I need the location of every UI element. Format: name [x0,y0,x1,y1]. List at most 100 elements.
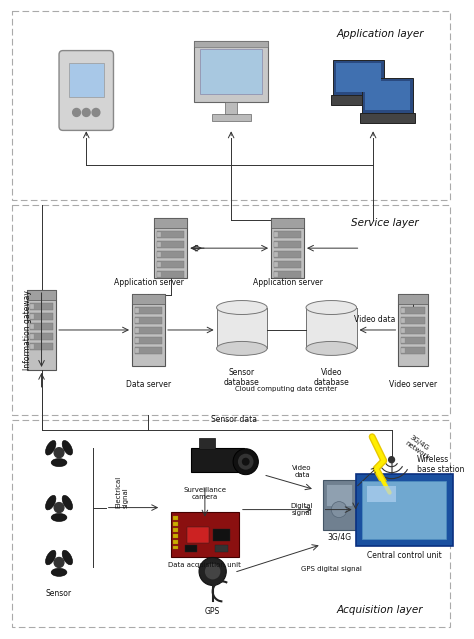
Bar [367,486,396,502]
Bar [30,304,34,309]
Text: Digital
signal: Digital signal [291,503,313,516]
Circle shape [54,503,64,512]
Bar [213,528,230,541]
Bar [30,303,53,310]
Ellipse shape [51,513,67,521]
Bar [401,348,405,353]
Circle shape [82,109,90,116]
Ellipse shape [306,300,356,314]
Bar [157,231,184,238]
Bar [157,242,161,247]
Bar [360,114,415,123]
Text: Video server: Video server [389,380,437,389]
Bar [157,261,184,268]
Bar [274,272,278,277]
Ellipse shape [46,440,56,455]
Bar [274,232,278,237]
Bar [155,219,187,278]
Bar [30,313,53,320]
Bar [356,473,453,546]
Bar [135,348,139,353]
Circle shape [233,449,258,475]
Ellipse shape [46,550,56,565]
Ellipse shape [51,568,67,576]
Bar [135,308,139,313]
Bar [132,294,165,366]
Bar [135,338,139,343]
Bar [135,347,162,354]
Ellipse shape [62,550,73,565]
Text: Wireless
base station: Wireless base station [417,455,464,474]
Bar [12,420,450,627]
Bar [274,231,301,238]
Text: Sensor data: Sensor data [211,415,257,424]
Circle shape [199,557,226,585]
Bar [157,252,161,257]
Text: 3G/4G
network: 3G/4G network [404,435,435,461]
Bar [401,347,425,354]
Text: GPS: GPS [205,608,220,617]
Circle shape [92,109,100,116]
Bar [173,528,178,532]
Bar [274,271,301,278]
Text: Service layer: Service layer [351,219,419,228]
Bar [187,527,209,543]
Bar [30,344,34,349]
Bar [12,205,450,415]
Bar [274,241,301,248]
Text: Cloud computing data center: Cloud computing data center [236,386,337,392]
Bar [271,219,304,278]
Bar [401,337,425,344]
Text: Video
data: Video data [292,465,312,478]
Bar [225,102,237,114]
Text: Information gateway: Information gateway [23,290,32,370]
Text: Surveillance
camera: Surveillance camera [183,487,227,500]
Bar [401,318,405,323]
Bar [215,544,228,553]
Circle shape [205,564,220,580]
Bar [274,262,278,267]
Bar [199,438,215,449]
Bar [157,262,161,267]
Bar [274,261,301,268]
Bar [398,294,428,304]
Bar [173,534,178,537]
Ellipse shape [306,341,356,355]
Circle shape [73,109,81,116]
Bar [327,484,352,506]
Text: Video
database: Video database [313,368,349,387]
Ellipse shape [217,341,267,355]
Bar [155,219,187,228]
Text: Video data: Video data [355,316,396,325]
Ellipse shape [62,495,73,510]
Bar [157,272,161,277]
Bar [135,318,139,323]
Bar [30,314,34,319]
Circle shape [238,454,254,470]
Bar [30,343,53,350]
Ellipse shape [46,495,56,510]
Text: Application layer: Application layer [336,29,424,38]
Bar [135,328,139,333]
Circle shape [54,448,64,458]
Text: Electrical
signal: Electrical signal [116,475,128,508]
Bar [365,81,410,111]
Bar [217,307,267,348]
Bar [12,11,450,200]
Bar [401,328,405,333]
Bar [171,512,239,557]
Bar [401,317,425,324]
Bar [401,308,405,313]
Bar [173,539,178,544]
Bar [173,546,178,550]
Text: Application server: Application server [114,278,183,287]
Ellipse shape [217,300,267,314]
Bar [135,317,162,324]
Bar [173,521,178,525]
Bar [157,241,184,248]
Bar [194,41,268,47]
Text: GPS digital signal: GPS digital signal [301,566,362,573]
Bar [157,271,184,278]
Polygon shape [372,498,411,539]
Text: Data acquisition unit: Data acquisition unit [168,562,241,569]
